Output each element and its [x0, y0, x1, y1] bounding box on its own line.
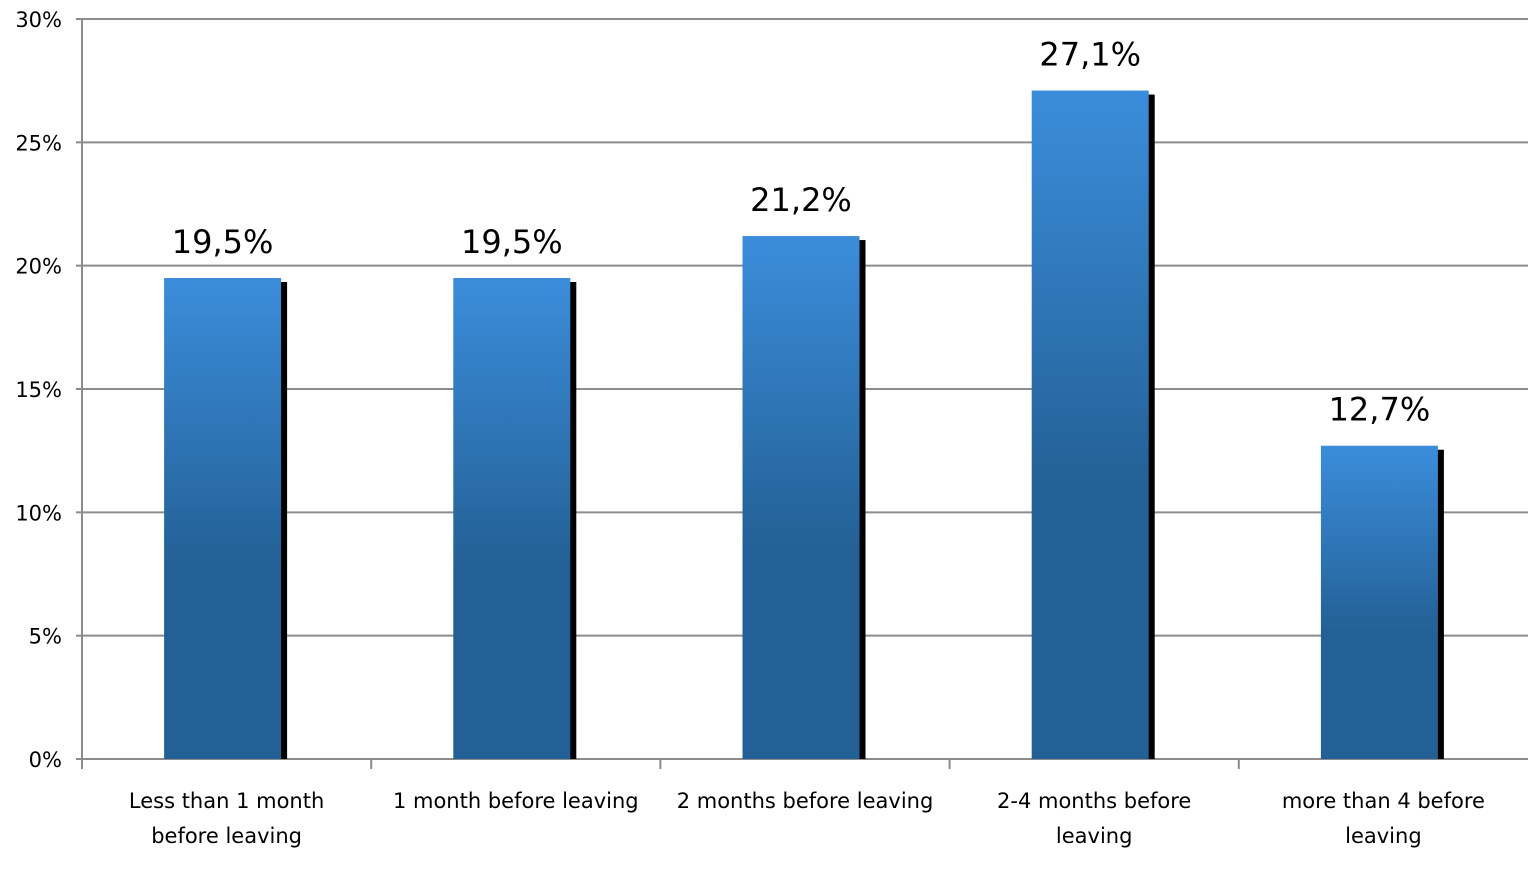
y-tick-label: 30% [15, 8, 62, 32]
bar [742, 236, 860, 760]
x-tick-label: Less than 1 month [129, 789, 324, 813]
x-tick-label: more than 4 before [1282, 789, 1485, 813]
bar [1031, 90, 1149, 760]
y-tick-label: 25% [15, 131, 62, 155]
y-tick-label: 0% [29, 748, 62, 772]
x-tick-label: 2 months before leaving [677, 789, 934, 813]
bars [164, 90, 1444, 760]
bar [164, 278, 282, 759]
x-tick-label: 1 month before leaving [393, 789, 639, 813]
y-tick-label: 10% [15, 501, 62, 525]
data-label: 19,5% [172, 223, 274, 261]
data-label: 19,5% [461, 223, 563, 261]
labels: 0% 5% 10% 15% 20% 25% 30% 19,5% Less than 1 mont… [15, 8, 1485, 848]
data-label: 21,2% [750, 181, 852, 219]
bar [1320, 445, 1438, 759]
y-tick-label: 5% [29, 625, 62, 649]
x-tick-label: 2-4 months before [997, 789, 1191, 813]
y-tick-label: 20% [15, 255, 62, 279]
bar [453, 278, 571, 759]
data-label: 12,7% [1329, 391, 1431, 429]
data-label: 27,1% [1039, 36, 1141, 74]
y-tick-label: 15% [15, 378, 62, 402]
x-tick-label: leaving [1056, 824, 1133, 848]
x-tick-label: leaving [1345, 824, 1422, 848]
x-tick-label: before leaving [151, 824, 302, 848]
